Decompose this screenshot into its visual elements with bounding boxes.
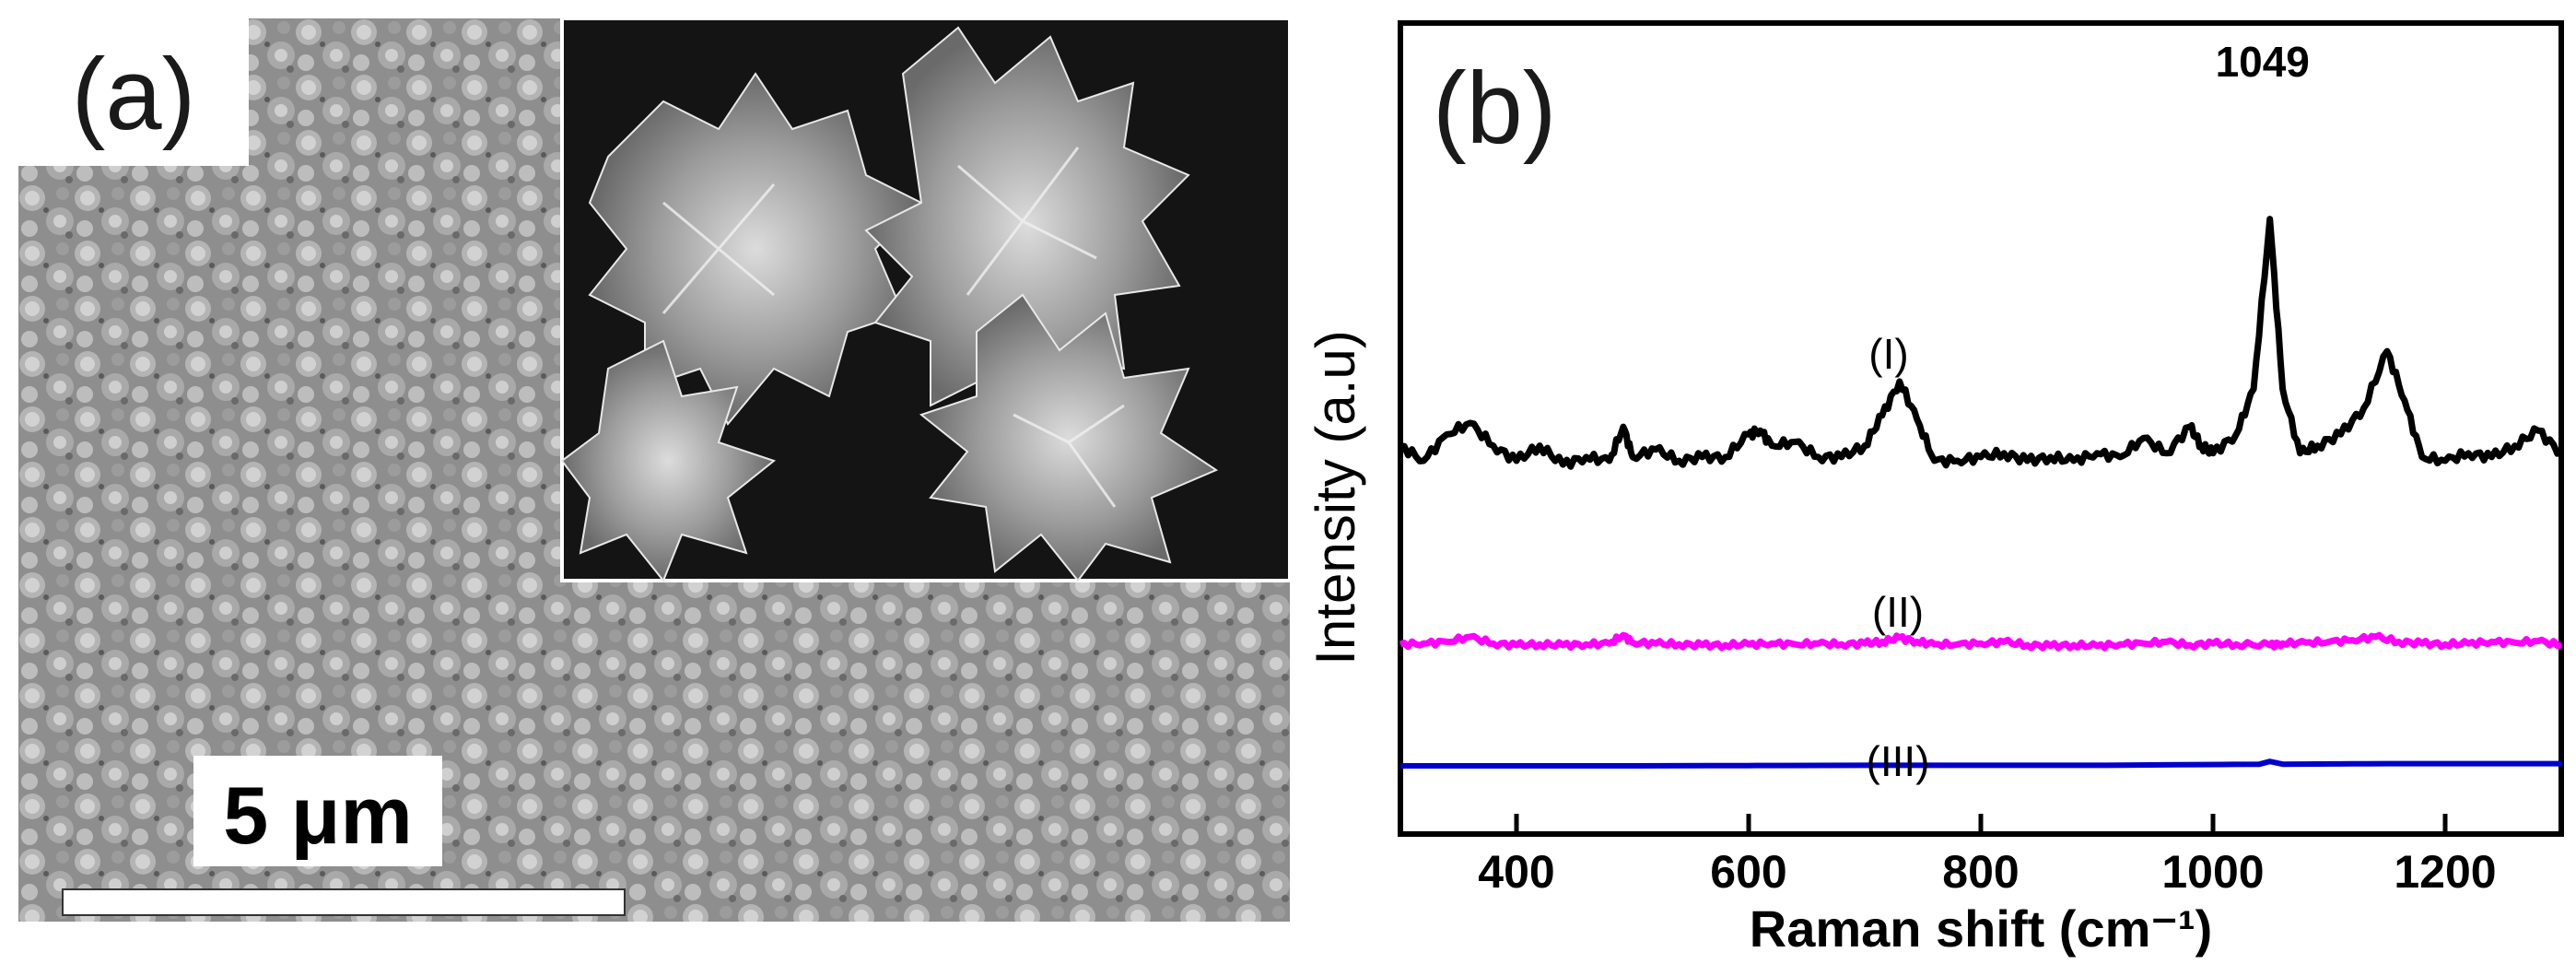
series-line-3 bbox=[1400, 758, 2561, 769]
x-axis-label: Raman shift (cm⁻¹) bbox=[1750, 899, 2213, 958]
raman-chart: Intensity (a.u) (I) (II) (III) 400 600 800 10… bbox=[1305, 20, 2564, 958]
series-label-2: (II) bbox=[1872, 588, 1924, 636]
series-label-3: (III) bbox=[1867, 737, 1930, 785]
series-label-1: (I) bbox=[1868, 330, 1908, 378]
scale-bar bbox=[62, 888, 626, 916]
y-axis-label: Intensity (a.u) bbox=[1305, 330, 1366, 665]
scale-bar-label: 5 μm bbox=[223, 770, 412, 861]
x-tick-label: 800 bbox=[1942, 846, 2019, 898]
inset-micrograph bbox=[560, 18, 1290, 582]
x-ticks: 400 600 800 1000 1200 bbox=[1478, 814, 2497, 898]
x-tick-label: 1000 bbox=[2161, 846, 2264, 898]
panel-a: (a) 5 μm bbox=[18, 18, 1290, 922]
panel-b: Intensity (a.u) (I) (II) (III) 400 600 800 10… bbox=[1290, 0, 2576, 964]
series-layer: (I) (II) (III) bbox=[1399, 216, 2562, 785]
series-line-2 bbox=[1399, 631, 2562, 652]
series-line-1 bbox=[1399, 216, 2562, 470]
panel-a-label: (a) bbox=[72, 38, 195, 151]
panel-a-label-box bbox=[18, 18, 249, 166]
sem-micrograph-icon: (a) 5 μm bbox=[18, 18, 1290, 922]
peak-annotation: 1049 bbox=[2216, 38, 2310, 86]
scale-bar-label-box bbox=[193, 756, 442, 866]
x-tick-label: 400 bbox=[1478, 846, 1554, 898]
x-tick-label: 600 bbox=[1710, 846, 1786, 898]
plot-frame bbox=[1398, 20, 2564, 837]
x-tick-label: 1200 bbox=[2394, 846, 2496, 898]
panel-b-label: (b) bbox=[1433, 52, 1556, 165]
